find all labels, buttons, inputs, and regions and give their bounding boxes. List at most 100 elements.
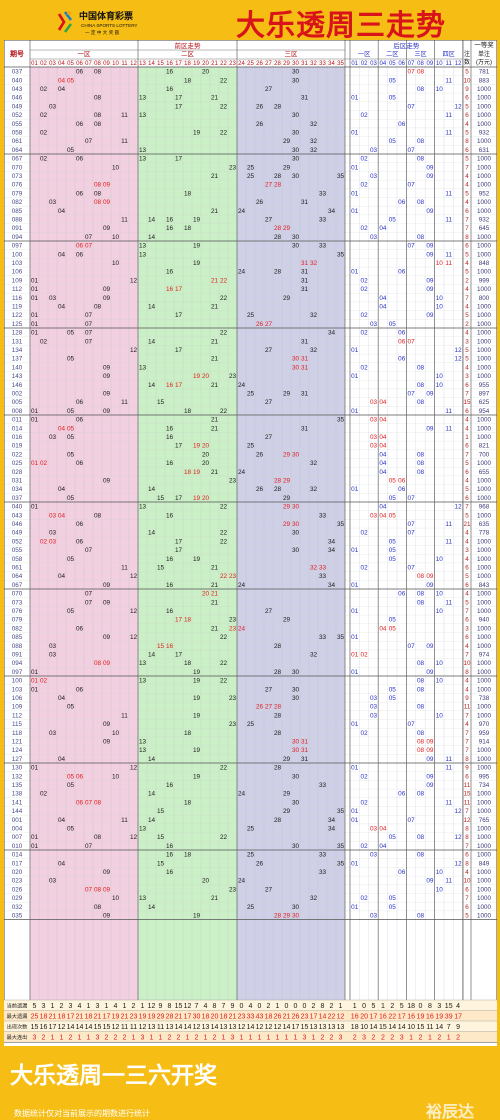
back-ball: 07 — [408, 643, 416, 650]
stats-front-value: 23 — [130, 1013, 138, 1020]
stats-back-value: 15 — [417, 1024, 425, 1031]
front-number-header: 35 — [337, 61, 344, 67]
stats-front-value: 22 — [328, 1013, 336, 1020]
winner-count: 5 — [465, 573, 469, 580]
front-ball: 30 — [292, 156, 300, 163]
stats-front-value: 4 — [204, 1003, 208, 1010]
prize-amount: 843 — [479, 582, 490, 589]
stats-front-value: 14 — [76, 1024, 84, 1031]
stats-front-value: 26 — [274, 1013, 282, 1020]
period-header: 期号 — [10, 49, 24, 58]
back-number-header: 03 — [370, 61, 377, 67]
stats-label: 当前遗漏 — [7, 1002, 28, 1010]
prize-amount: 765 — [479, 817, 490, 824]
back-ball: 08 — [417, 686, 425, 693]
winner-count: 2 — [465, 321, 469, 328]
front-ball: 23 — [229, 886, 237, 893]
front-ball: 17 — [175, 538, 183, 545]
back-ball: 10 — [436, 295, 444, 302]
back-ball: 01 — [351, 408, 359, 415]
zone2-bg — [138, 67, 237, 1000]
winner-count: 7 — [465, 652, 469, 659]
stats-front-value: 1 — [249, 1034, 253, 1041]
prize-amount: 1000 — [477, 112, 492, 119]
prize-amount: 1000 — [477, 373, 492, 380]
stats-back-value: 16 — [426, 1013, 434, 1020]
stats-front-value: 19 — [139, 1013, 147, 1020]
stats-front-value: 1 — [276, 1003, 280, 1010]
stats-back-value: 5 — [372, 1003, 376, 1010]
back-ball: 01 — [351, 547, 359, 554]
front-number-header: 20 — [202, 61, 209, 67]
front-ball: 22 — [220, 634, 228, 641]
prize-amount: 974 — [479, 652, 490, 659]
period-cell: 140 — [12, 364, 23, 371]
front-ball: 05 — [67, 495, 75, 502]
back-ball: 08 — [417, 199, 425, 206]
front-ball: 16 — [166, 434, 174, 441]
stats-front-value: 12 — [337, 1013, 345, 1020]
front-ball: 05 — [67, 451, 75, 458]
back-ball: 02 — [361, 843, 369, 850]
winner-count: 7 — [465, 712, 469, 719]
back-ball: 04 — [379, 843, 387, 850]
front-ball: 16 — [166, 869, 174, 876]
stats-front-value: 5 — [33, 1003, 37, 1010]
period-cell: 043 — [12, 512, 23, 519]
front-ball: 22 — [220, 530, 228, 537]
front-number-header: 31 — [301, 61, 308, 67]
front-ball: 19 — [193, 669, 201, 676]
back-ball: 06 — [398, 869, 406, 876]
stats-front-value: 2 — [132, 1003, 136, 1010]
back-ball: 03 — [370, 443, 378, 450]
prize-amount: 1000 — [477, 486, 492, 493]
front-ball: 17 — [175, 103, 183, 110]
back-ball: 07 — [408, 495, 416, 502]
front-ball: 14 — [148, 217, 156, 224]
front-ball: 33 — [319, 852, 327, 859]
back-ball: 05 — [389, 538, 397, 545]
back-ball: 04 — [379, 460, 387, 467]
front-ball: 32 — [310, 895, 318, 902]
front-ball: 27 — [265, 434, 273, 441]
winner-count: 7 — [465, 451, 469, 458]
front-ball: 25 — [247, 312, 255, 319]
prize-amount: 995 — [479, 773, 490, 780]
stats-front-value: 15 — [94, 1024, 102, 1031]
front-ball: 28 — [274, 712, 282, 719]
front-number-header: 29 — [283, 61, 290, 67]
front-number-header: 17 — [175, 61, 182, 67]
front-ball: 30 — [292, 521, 300, 528]
front-ball: 15 — [157, 495, 165, 502]
winner-count: 11 — [464, 799, 471, 806]
stats-back-value: 3 — [400, 1034, 404, 1041]
period-cell: 088 — [12, 643, 23, 650]
stats-front-value: 1 — [285, 1034, 289, 1041]
front-ball: 19 — [193, 913, 201, 920]
stats-front-value: 23 — [238, 1013, 246, 1020]
front-ball: 06 — [76, 243, 84, 250]
front-ball: 12 — [130, 834, 138, 841]
front-ball: 30 — [292, 695, 300, 702]
winner-count: 6 — [465, 904, 469, 911]
stats-back-value: 2 — [456, 1034, 460, 1041]
front-ball: 31 — [301, 356, 309, 363]
front-ball: 22 — [220, 408, 228, 415]
period-cell: 079 — [12, 190, 23, 197]
front-number-header: 04 — [58, 61, 65, 67]
winner-count: 4 — [465, 530, 469, 537]
back-ball: 12 — [455, 834, 463, 841]
winner-count: 6 — [465, 243, 469, 250]
front-ball: 02 — [40, 678, 48, 685]
logo-cn: 中国体育彩票 — [79, 10, 133, 22]
prize-amount: 1000 — [477, 878, 492, 885]
back-number-header: 10 — [436, 61, 443, 67]
period-cell: 067 — [12, 156, 23, 163]
stats-front-value: 12 — [238, 1024, 246, 1031]
back-number-header: 06 — [398, 61, 405, 67]
stats-front-value: 2 — [195, 1034, 199, 1041]
signature: 裕辰达 — [426, 1102, 475, 1120]
winner-count: 7 — [465, 895, 469, 902]
front-ball: 15 — [157, 565, 165, 572]
front-ball: 19 — [193, 495, 201, 502]
